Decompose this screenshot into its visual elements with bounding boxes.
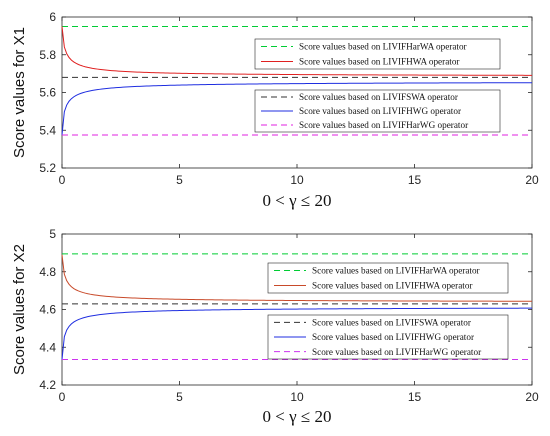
y-tick-label: 4.4	[39, 340, 56, 354]
legend-label: Score values based on LIVIFHarWA operato…	[299, 42, 467, 52]
legend-label: Score values based on LIVIFHarWA operato…	[312, 266, 480, 276]
x-tick-label: 15	[408, 390, 422, 404]
y-axis-label: Score values for X1	[11, 27, 28, 158]
legend-box	[254, 38, 501, 70]
x-tick-label: 15	[408, 173, 422, 187]
legend-label: Score values based on LIVIFHWG operator	[312, 332, 474, 342]
series-line-2	[61, 26, 532, 76]
y-tick-label: 5.4	[39, 123, 56, 137]
x-tick-label: 0	[59, 173, 66, 187]
x-tick-label: 5	[176, 390, 183, 404]
legend-label: Score values based on LIVIFHarWG operato…	[299, 120, 468, 130]
x-tick-label: 0	[59, 390, 66, 404]
legend-box	[267, 314, 509, 360]
x-tick-label: 20	[525, 390, 539, 404]
y-tick-label: 4.2	[39, 378, 56, 392]
series-line-4	[61, 82, 532, 136]
series-line-4	[61, 307, 533, 360]
series-line-2	[61, 254, 533, 302]
x-tick-label: 20	[525, 173, 539, 187]
y-tick-label: 4.8	[39, 265, 56, 279]
legend-label: Score values based on LIVIFHWA operator	[299, 57, 459, 67]
legend-label: Score values based on LIVIFSWA operator	[312, 318, 471, 328]
y-tick-label: 6	[49, 10, 56, 24]
legend-box	[267, 262, 509, 294]
chart-panel-2: 0 5 10 15 20 4.2 4.4 4.6 4.8 5 Score values for X2…	[11, 227, 539, 426]
legend-label: Score values based on LIVIFHWG operator	[299, 106, 461, 116]
y-tick-label: 5	[49, 227, 56, 241]
y-tick-label: 5.6	[39, 86, 56, 100]
legend-label: Score values based on LIVIFHarWG operato…	[312, 347, 481, 357]
legend-box	[254, 89, 501, 133]
x-axis-label: 0 < γ ≤ 20	[263, 191, 332, 210]
x-tick-label: 10	[290, 390, 304, 404]
legend-label: Score values based on LIVIFHWA operator	[312, 281, 472, 291]
y-tick-label: 4.6	[39, 303, 56, 317]
x-axis-label: 0 < γ ≤ 20	[263, 407, 332, 426]
legend-label: Score values based on LIVIFSWA operator	[299, 92, 458, 102]
chart-panel-1: 0 5 10 15 20 5.2 5.4 5.6 5.8 6 Score values for X1…	[11, 10, 539, 210]
x-tick-label: 5	[176, 173, 183, 187]
y-axis-label: Score values for X2	[11, 244, 28, 375]
x-tick-label: 10	[290, 173, 304, 187]
y-tick-label: 5.2	[39, 161, 56, 175]
y-tick-label: 5.8	[39, 48, 56, 62]
